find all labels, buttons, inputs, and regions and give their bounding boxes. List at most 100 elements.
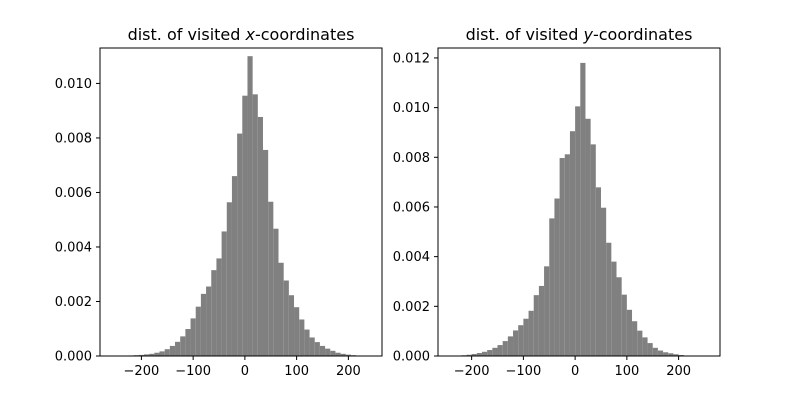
y-histogram-bar — [513, 330, 519, 356]
y-panel-ytick-label: 0.008 — [393, 151, 430, 166]
y-panel-xtick-label: 100 — [614, 364, 639, 379]
y-distribution-panel: dist. of visited y-coordinates −200 −100 0… — [393, 25, 721, 379]
x-histogram-bar — [175, 341, 181, 356]
x-panel-ytick-label: 0.000 — [55, 350, 92, 365]
x-histogram-bar — [164, 349, 170, 356]
x-histogram-bar — [180, 336, 186, 356]
x-panel-xtick-label: 200 — [336, 364, 361, 379]
y-histogram-bar — [626, 309, 633, 356]
y-histogram-bar — [544, 266, 550, 356]
x-panel-xtick-label: 100 — [284, 364, 309, 379]
y-histogram-bar — [549, 218, 555, 356]
y-histogram-bar — [554, 198, 560, 356]
x-histogram-bar — [206, 286, 212, 356]
y-panel-ytick-label: 0.002 — [393, 300, 430, 315]
x-histogram-bar — [231, 176, 238, 356]
y-histogram-bar — [564, 154, 570, 356]
x-histogram-bar — [195, 306, 201, 356]
y-panel-ytick-label: 0.012 — [393, 51, 430, 66]
x-histogram-bar — [221, 231, 227, 356]
x-histogram-bar — [257, 116, 263, 357]
y-histogram-bar — [642, 337, 648, 356]
x-panel-ytick-label: 0.010 — [55, 77, 92, 92]
y-histogram-bar — [533, 295, 539, 356]
x-histogram-bar — [294, 307, 300, 356]
y-histogram-bar — [487, 350, 493, 356]
y-panel-ytick-label: 0.006 — [393, 200, 430, 215]
x-histogram-bar — [226, 202, 232, 356]
y-panel-ytick-label: 0.004 — [393, 250, 430, 265]
y-histogram-bar — [538, 285, 545, 356]
x-histogram-bar — [278, 262, 284, 356]
y-histogram-bar — [466, 354, 472, 356]
x-panel-ytick-label: 0.004 — [55, 240, 92, 255]
x-histogram-bar — [325, 348, 331, 356]
y-histogram-bar — [673, 354, 679, 356]
x-histogram-bar — [340, 353, 346, 356]
y-histogram-bar — [606, 242, 612, 356]
y-panel-xtick-label: 0 — [571, 364, 579, 379]
x-histogram-bar — [314, 342, 320, 356]
y-histogram-bar — [595, 187, 601, 356]
x-histogram-bar — [304, 329, 310, 356]
x-histogram-bar — [252, 94, 258, 356]
x-histogram-bar — [345, 354, 351, 356]
x-histogram-bar — [242, 95, 248, 356]
y-histogram-bar — [497, 345, 503, 356]
x-histogram-bar — [330, 350, 336, 356]
x-histogram-bar — [190, 318, 196, 356]
y-panel-ytick-label: 0.000 — [393, 350, 430, 365]
x-histogram-bar — [288, 295, 295, 356]
x-histogram-bar — [154, 352, 160, 356]
y-histogram-bar — [528, 310, 534, 356]
x-histogram-bar — [247, 56, 253, 357]
y-histogram-bar — [590, 144, 596, 356]
y-histogram-bar — [600, 207, 607, 356]
y-histogram-bar — [518, 325, 524, 356]
x-histogram-bar — [143, 354, 150, 356]
x-histogram-bar — [149, 353, 155, 356]
y-histogram-bar — [632, 321, 638, 356]
y-panel-xtick-label: −200 — [454, 364, 490, 379]
x-distribution-panel: dist. of visited x-coordinates −200 −100 0… — [55, 25, 383, 379]
x-histogram-bar — [185, 329, 191, 356]
y-histogram-bar — [471, 354, 477, 356]
x-panel-xtick-label: 0 — [241, 364, 249, 379]
x-panel-title: dist. of visited x-coordinates — [128, 25, 355, 44]
x-panel-ytick-label: 0.002 — [55, 295, 92, 310]
y-histogram-bars — [456, 62, 684, 357]
y-panel-xtick-label: −100 — [506, 364, 542, 379]
y-histogram-bar — [559, 158, 565, 356]
y-histogram-bar — [657, 350, 664, 356]
x-histogram-bar — [309, 337, 315, 356]
x-histogram-bar — [159, 351, 165, 356]
x-histogram-bar — [200, 293, 207, 356]
y-histogram-bar — [663, 352, 669, 356]
y-panel-ticks: −200 −100 0 100 200 0.000 0.002 0.004 0.006 0.008… — [393, 51, 691, 379]
y-histogram-bar — [502, 341, 508, 356]
y-histogram-bar — [616, 277, 622, 356]
y-histogram-bar — [611, 261, 617, 356]
x-histogram-bar — [319, 345, 326, 356]
x-histogram-bar — [268, 201, 274, 356]
y-histogram-bar — [481, 351, 488, 356]
x-histogram-bar — [262, 149, 269, 356]
y-histogram-bar — [647, 343, 653, 356]
y-histogram-bar — [569, 131, 576, 356]
x-panel-xtick-label: −100 — [175, 364, 211, 379]
y-histogram-bar — [585, 118, 591, 356]
y-histogram-bar — [637, 330, 643, 356]
y-histogram-bar — [523, 318, 529, 356]
y-histogram-bar — [476, 353, 482, 356]
y-histogram-bar — [492, 347, 498, 356]
x-panel-ticks: −200 −100 0 100 200 0.000 0.002 0.004 0.006 0.008… — [55, 77, 361, 379]
x-panel-ytick-label: 0.006 — [55, 186, 92, 201]
y-histogram-bar — [575, 106, 581, 356]
x-histogram-bar — [299, 319, 305, 356]
x-histogram-bar — [335, 352, 341, 356]
x-panel-xtick-label: −200 — [124, 364, 160, 379]
x-histogram-bars — [128, 56, 357, 357]
y-histogram-bar — [652, 347, 658, 356]
